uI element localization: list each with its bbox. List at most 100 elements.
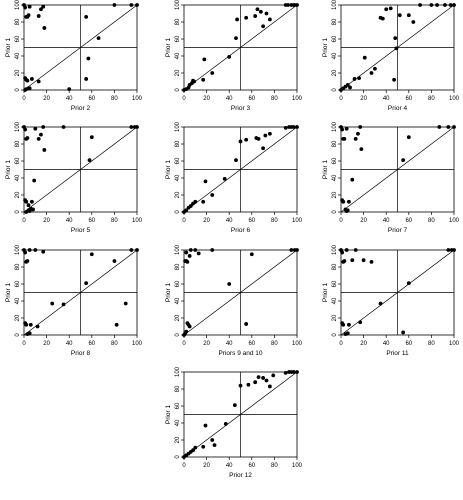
y-axis-label: Prior 1: [165, 283, 172, 303]
data-point: [295, 370, 299, 374]
x-tick-label: 60: [405, 218, 412, 224]
y-tick-label: 60: [332, 280, 338, 287]
y-tick-label: 0: [15, 88, 21, 92]
data-point: [41, 4, 46, 9]
data-point: [411, 20, 416, 24]
x-tick-label: 0: [22, 96, 26, 102]
y-tick-label: 60: [15, 280, 21, 287]
x-tick-label: 60: [88, 341, 95, 347]
data-point: [253, 380, 258, 385]
data-point: [369, 71, 374, 75]
data-point: [253, 14, 258, 18]
data-point: [187, 254, 192, 258]
data-point: [340, 127, 345, 132]
data-point: [358, 125, 363, 129]
y-tick-label: 20: [175, 436, 181, 443]
data-point: [361, 258, 366, 263]
x-tick-label: 0: [22, 341, 26, 347]
x-tick-label: 100: [449, 96, 460, 102]
x-tick-label: 40: [66, 341, 73, 347]
data-point: [84, 15, 89, 19]
x-tick-label: 20: [203, 341, 210, 347]
data-point: [295, 248, 299, 252]
y-axis-label: Prior 1: [5, 38, 12, 58]
data-point: [418, 3, 422, 7]
data-point: [283, 370, 288, 375]
data-point: [344, 126, 349, 131]
data-point: [96, 36, 101, 41]
data-point: [341, 199, 346, 204]
x-tick-label: 40: [226, 341, 233, 347]
data-point: [359, 147, 364, 152]
y-tick-label: 100: [175, 121, 181, 132]
data-point: [42, 148, 47, 152]
data-point: [26, 13, 31, 18]
y-tick-label: 60: [175, 402, 181, 409]
x-axis-label: Prior 6: [231, 227, 251, 234]
data-point: [392, 77, 397, 82]
data-point: [397, 13, 402, 18]
data-point: [341, 322, 346, 327]
data-point: [261, 146, 265, 151]
y-tick-label: 60: [175, 280, 181, 287]
x-tick-label: 60: [88, 218, 95, 224]
data-point: [261, 24, 265, 29]
data-point: [24, 87, 29, 92]
data-point: [202, 57, 207, 62]
x-tick-label: 0: [339, 218, 343, 224]
data-point: [435, 3, 439, 7]
data-point: [114, 322, 119, 327]
data-point: [26, 203, 31, 208]
x-tick-label: 40: [226, 96, 233, 102]
data-point: [227, 54, 232, 59]
data-point: [264, 378, 269, 383]
data-point: [249, 252, 254, 257]
x-tick-label: 100: [132, 96, 143, 102]
data-point: [289, 248, 294, 252]
y-tick-label: 0: [332, 88, 338, 92]
data-point: [36, 79, 41, 84]
x-tick-label: 60: [88, 96, 95, 102]
x-tick-label: 0: [182, 463, 186, 469]
x-tick-label: 0: [339, 96, 343, 102]
x-tick-label: 0: [182, 218, 186, 224]
data-point: [129, 248, 134, 252]
x-tick-label: 60: [248, 341, 255, 347]
y-tick-label: 80: [332, 18, 338, 25]
y-tick-label: 40: [175, 297, 181, 304]
y-tick-label: 40: [332, 174, 338, 181]
y-tick-label: 60: [15, 157, 21, 164]
y-tick-label: 20: [15, 191, 21, 198]
data-point: [238, 139, 243, 144]
x-tick-label: 100: [292, 341, 303, 347]
y-tick-label: 40: [15, 174, 21, 181]
data-point: [112, 259, 117, 263]
data-point: [32, 178, 37, 183]
data-point: [193, 445, 198, 450]
data-point: [27, 4, 32, 9]
data-point: [223, 421, 228, 426]
data-point: [380, 16, 385, 21]
x-tick-label: 60: [405, 96, 412, 102]
scatter-panel-10: 0 20 40 60 80 100 0 20 40 60 80 100 Prior 12 Prior 1: [165, 366, 303, 479]
data-point: [452, 3, 456, 7]
x-tick-label: 0: [339, 341, 343, 347]
data-point: [193, 248, 198, 252]
data-point: [401, 158, 406, 163]
data-point: [232, 403, 237, 408]
diagonal-line: [23, 249, 138, 336]
y-tick-label: 100: [332, 0, 338, 10]
data-point: [369, 260, 374, 264]
data-point: [196, 251, 201, 256]
data-point: [201, 77, 206, 82]
x-axis-label: Prior 12: [229, 472, 252, 479]
data-point: [184, 208, 189, 213]
x-tick-label: 100: [292, 463, 303, 469]
data-point: [25, 259, 30, 263]
data-point: [267, 17, 272, 22]
x-tick-label: 20: [360, 218, 367, 224]
data-point: [345, 208, 350, 213]
y-tick-label: 60: [175, 35, 181, 42]
scatter-panel-9: 0 20 40 60 80 100 0 20 40 60 80 100 Prior 11 Prior 1: [322, 244, 460, 357]
x-tick-label: 80: [271, 218, 278, 224]
